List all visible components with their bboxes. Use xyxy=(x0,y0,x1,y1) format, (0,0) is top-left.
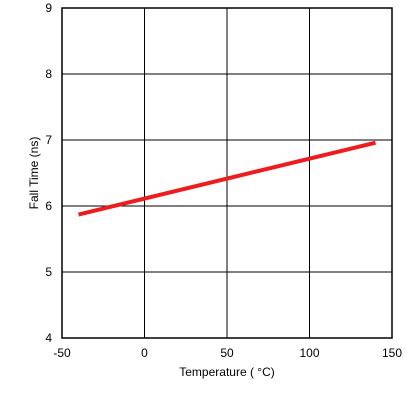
y-tick-label: 6 xyxy=(45,199,52,213)
x-axis-label: Temperature ( °C) xyxy=(179,365,275,379)
y-tick-label: 7 xyxy=(45,133,52,147)
y-tick-labels: 4 5 6 7 8 9 xyxy=(45,1,52,345)
x-tick-labels: -50 0 50 100 150 xyxy=(53,346,402,360)
series-line xyxy=(78,140,376,217)
y-tick-label: 4 xyxy=(45,331,52,345)
x-tick-label: 100 xyxy=(299,346,319,360)
grid-lines xyxy=(62,8,392,338)
x-tick-label: 150 xyxy=(382,346,402,360)
plot-frame xyxy=(61,7,393,339)
series-layer xyxy=(78,140,376,217)
x-tick-label: 0 xyxy=(141,346,148,360)
x-tick-label: 50 xyxy=(220,346,234,360)
y-tick-label: 9 xyxy=(45,1,52,15)
y-tick-label: 5 xyxy=(45,265,52,279)
y-tick-label: 8 xyxy=(45,67,52,81)
y-axis-label: Fall Time (ns) xyxy=(27,137,41,210)
x-tick-label: -50 xyxy=(53,346,71,360)
